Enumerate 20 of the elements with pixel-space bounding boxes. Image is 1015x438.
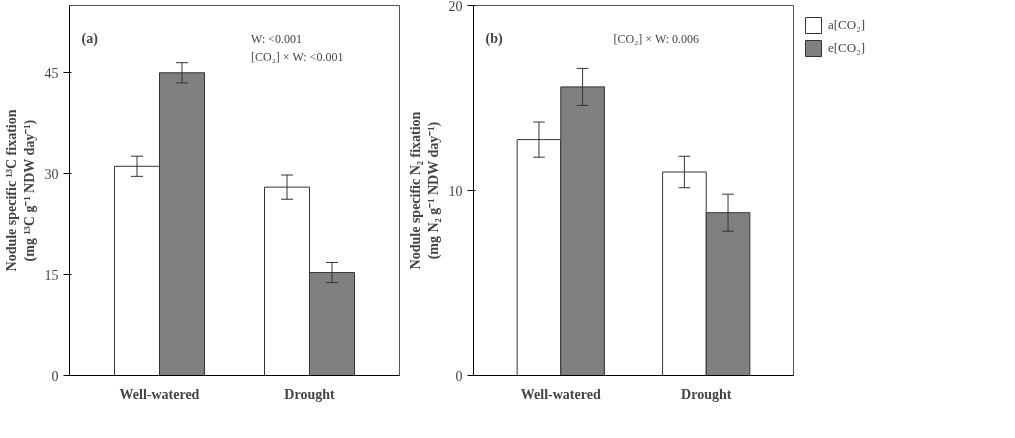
x-tick-label: Drought (284, 386, 335, 402)
y-axis-title: Nodule specific ¹³C fixation (mg ¹³C g⁻¹ NDW day⁻¹) (3, 109, 38, 272)
y-tick-label: 10 (448, 183, 463, 199)
x-tick-label: Well-watered (520, 386, 601, 402)
x-tick-label: Drought (681, 386, 732, 402)
annotation: [CO₂] × W: <0.001 (251, 49, 344, 64)
annotation: [CO₂] × W: 0.006 (613, 31, 700, 46)
x-tick-label: Well-watered (119, 386, 200, 402)
y-tick-label: 0 (455, 368, 463, 384)
legend-label: a[CO₂] (828, 17, 866, 33)
legend-label: e[CO₂] (828, 40, 866, 56)
text: (a) (81, 30, 99, 47)
y-tick-label: 20 (448, 0, 463, 14)
y-axis-title: Nodule specific N₂ fixation (mg N₂ g⁻¹ NDW day⁻¹) (407, 111, 442, 270)
y-tick-label: 45 (44, 65, 59, 81)
y-tick-label: 0 (51, 368, 59, 384)
annotation: W: <0.001 (251, 31, 302, 46)
text: (b) (485, 30, 503, 47)
y-tick-label: 15 (44, 267, 59, 283)
y-tick-label: 30 (44, 166, 59, 182)
